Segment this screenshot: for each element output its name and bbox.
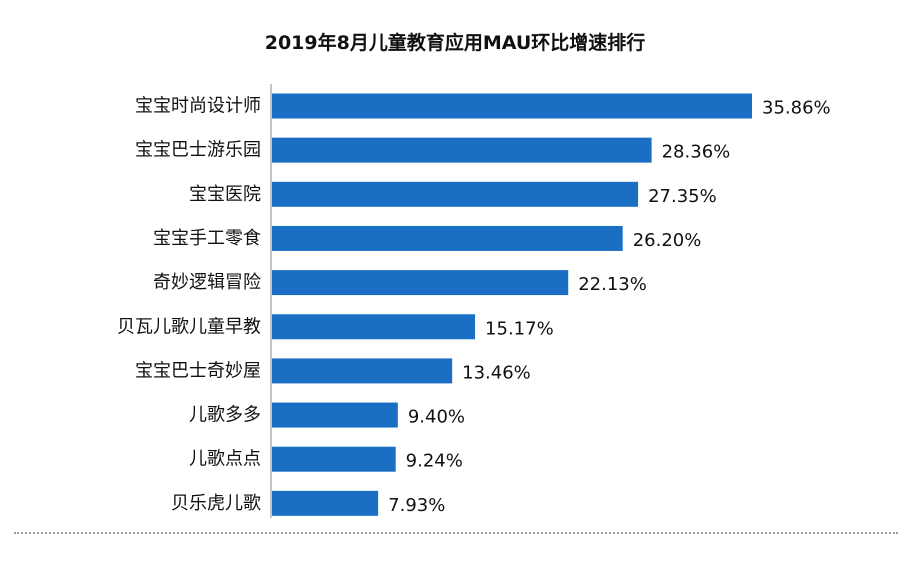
value-label: 15.17% bbox=[485, 318, 554, 339]
bar bbox=[272, 314, 476, 340]
bar bbox=[272, 446, 396, 472]
value-label: 35.86% bbox=[762, 98, 831, 119]
category-label: 宝宝时尚设计师 bbox=[135, 96, 261, 117]
category-label: 宝宝医院 bbox=[189, 184, 261, 205]
bar bbox=[272, 402, 398, 428]
bar bbox=[272, 270, 569, 296]
category-label: 奇妙逻辑冒险 bbox=[153, 272, 261, 293]
value-label: 26.20% bbox=[633, 230, 702, 251]
chart-title: 2019年8月儿童教育应用MAU环比增速排行 bbox=[264, 32, 646, 54]
category-label: 宝宝巴士游乐园 bbox=[135, 140, 261, 161]
bar bbox=[272, 137, 652, 163]
bar bbox=[272, 490, 379, 516]
category-label: 贝瓦儿歌儿童早教 bbox=[117, 316, 261, 337]
value-label: 27.35% bbox=[648, 186, 717, 207]
value-label: 7.93% bbox=[388, 495, 445, 516]
value-label: 13.46% bbox=[462, 362, 531, 383]
bar bbox=[272, 181, 639, 207]
value-label: 9.40% bbox=[408, 407, 465, 428]
bar bbox=[272, 358, 453, 384]
bar bbox=[272, 93, 752, 119]
category-label: 宝宝巴士奇妙屋 bbox=[135, 360, 261, 381]
category-label: 儿歌点点 bbox=[189, 449, 261, 470]
category-label: 宝宝手工零食 bbox=[153, 228, 261, 249]
bar bbox=[272, 225, 623, 251]
category-label: 儿歌多多 bbox=[189, 405, 261, 426]
category-label: 贝乐虎儿歌 bbox=[171, 493, 261, 514]
value-label: 28.36% bbox=[662, 142, 731, 163]
value-label: 22.13% bbox=[578, 274, 647, 295]
value-label: 9.24% bbox=[406, 451, 463, 472]
footer-dotted-divider bbox=[14, 532, 898, 534]
